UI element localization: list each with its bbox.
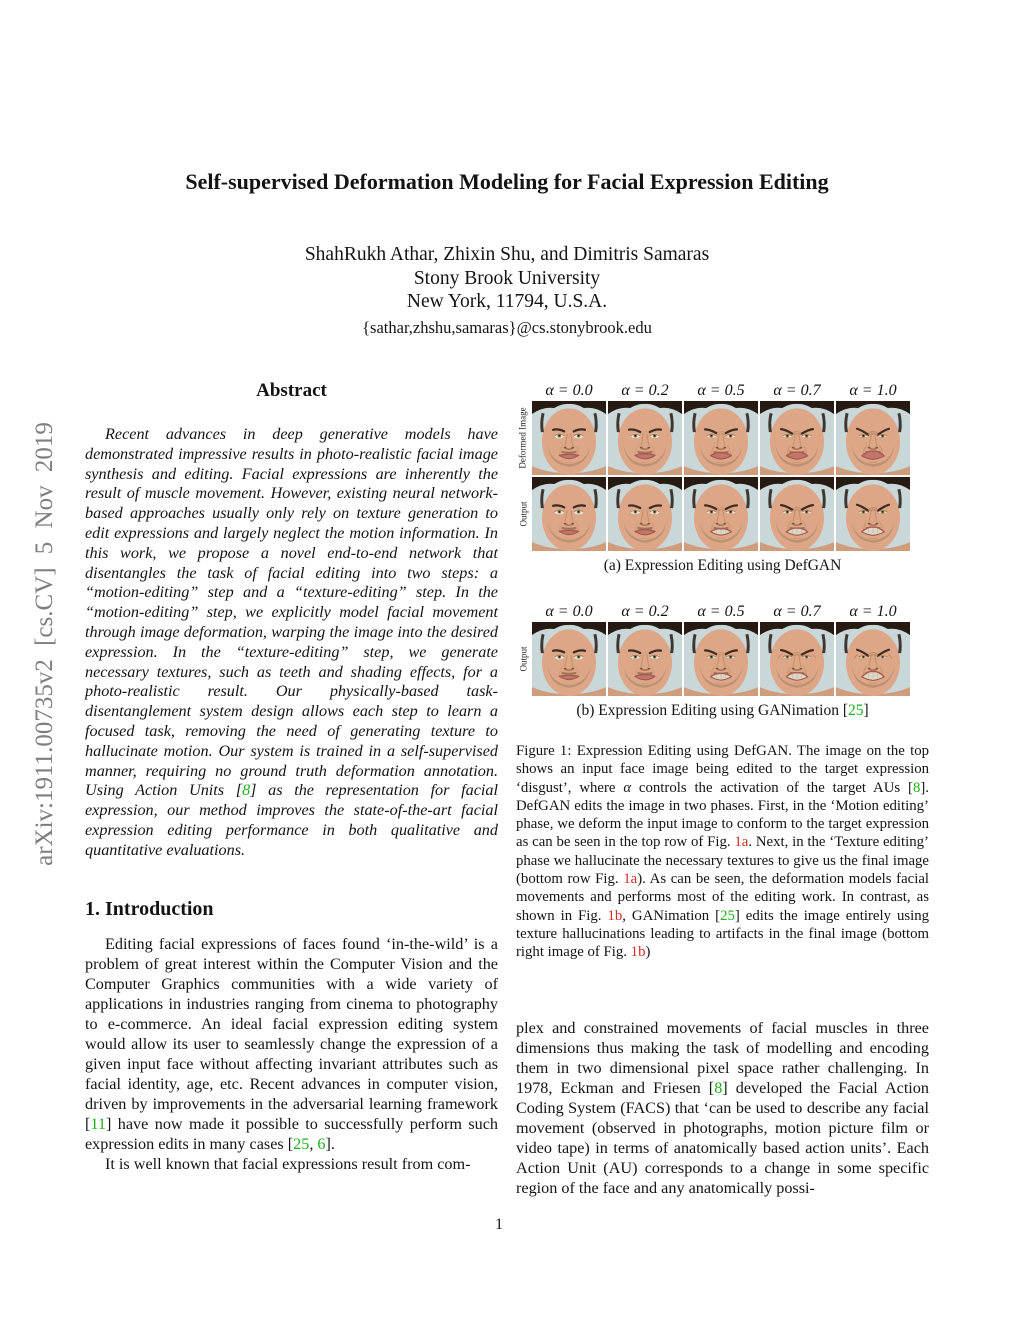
right-column: α = 0.0 α = 0.2 α = 0.5 α = 0.7 α = 1.0 Defo… — [516, 378, 929, 1214]
citation-link[interactable]: 25 — [720, 907, 735, 924]
figure-caption-text: Expression Editing using DefGAN. The ima… — [516, 743, 930, 961]
arxiv-watermark: arXiv:1911.00735v2 [cs.CV] 5 Nov 2019 — [31, 422, 58, 866]
abstract-heading: Abstract — [256, 380, 327, 401]
email-line: {sathar,zhshu,samaras}@cs.stonybrook.edu — [362, 317, 652, 337]
figure-ref-link[interactable]: 1b — [630, 944, 646, 961]
alpha-label-row: α = 0.0 α = 0.2 α = 0.5 α = 0.7 α = 1.0 — [532, 599, 929, 621]
alpha-label: α = 1.0 — [849, 382, 897, 399]
section-heading-introduction: 1. Introduction — [85, 897, 214, 920]
alpha-label: α = 0.5 — [697, 603, 745, 620]
face-image-row: Deformed Image — [516, 401, 929, 475]
face-image — [608, 622, 682, 696]
face-image — [760, 477, 834, 551]
affiliation: Stony Brook University — [413, 267, 601, 289]
face-image — [684, 477, 758, 551]
row-label: Output — [518, 646, 529, 672]
face-image — [760, 622, 834, 696]
right-column-paragraph: plex and constrained movements of facial… — [516, 1018, 929, 1197]
face-image — [684, 401, 758, 475]
figure-1a-caption: (a) Expression Editing using DefGAN — [603, 557, 842, 574]
figure-1b-caption: (b) Expression Editing using GANimation … — [576, 702, 869, 719]
figure-1-main-caption: Figure 1: Expression Editing using DefGA… — [516, 742, 929, 962]
face-image — [532, 622, 606, 696]
author-names: ShahRukh Athar, Zhixin Shu, and Dimitris… — [304, 244, 710, 265]
face-image — [836, 477, 910, 551]
row-label: Output — [518, 501, 529, 527]
figure-ref-link[interactable]: 1b — [607, 907, 623, 924]
intro-paragraph-2: It is well known that facial expressions… — [105, 1154, 471, 1173]
page-number: 1 — [495, 1216, 503, 1233]
figure-1a: α = 0.0 α = 0.2 α = 0.5 α = 0.7 α = 1.0 Defo… — [516, 378, 929, 575]
alpha-label: α = 0.2 — [621, 382, 669, 399]
citation-link[interactable]: 8 — [242, 781, 251, 800]
face-image — [532, 477, 606, 551]
citation-link[interactable]: 8 — [912, 779, 921, 796]
location: New York, 11794, U.S.A. — [406, 291, 608, 312]
alpha-label: α = 0.2 — [621, 603, 669, 620]
figure-ref-link[interactable]: 1a — [734, 834, 749, 851]
face-image — [836, 401, 910, 475]
alpha-label-row: α = 0.0 α = 0.2 α = 0.5 α = 0.7 α = 1.0 — [532, 378, 929, 400]
face-image — [836, 622, 910, 696]
intro-paragraph-1: Editing facial expressions of faces foun… — [85, 934, 498, 1153]
paper-title: Self-supervised Deformation Modeling for… — [185, 169, 829, 194]
alpha-label: α = 0.0 — [545, 382, 593, 399]
face-image — [608, 401, 682, 475]
face-image — [760, 401, 834, 475]
alpha-label: α = 0.7 — [773, 603, 821, 620]
alpha-label: α = 0.5 — [697, 382, 745, 399]
citation-link[interactable]: 6 — [317, 1134, 326, 1153]
alpha-label: α = 1.0 — [849, 603, 897, 620]
citation-link[interactable]: 25 — [847, 702, 864, 719]
face-image-row: Output — [516, 477, 929, 551]
face-image-row: Output — [516, 622, 929, 696]
figure-1b: α = 0.0 α = 0.2 α = 0.5 α = 0.7 α = 1.0 Outp… — [516, 599, 929, 720]
row-label: Deformed Image — [518, 407, 529, 469]
face-image — [532, 401, 606, 475]
figure-ref-link[interactable]: 1a — [623, 871, 638, 888]
abstract-body: Recent advances in deep generative model… — [85, 425, 498, 859]
face-image — [608, 477, 682, 551]
citation-link[interactable]: 25 — [293, 1134, 310, 1153]
alpha-label: α = 0.7 — [773, 382, 821, 399]
figure-label: Figure 1: — [516, 743, 572, 759]
left-column: Abstract Recent advances in deep generat… — [85, 380, 498, 1174]
citation-link[interactable]: 8 — [714, 1078, 723, 1097]
author-block: ShahRukh Athar, Zhixin Shu, and Dimitris… — [0, 243, 1014, 339]
face-image — [684, 622, 758, 696]
citation-link[interactable]: 11 — [90, 1114, 106, 1133]
alpha-label: α = 0.0 — [545, 603, 593, 620]
